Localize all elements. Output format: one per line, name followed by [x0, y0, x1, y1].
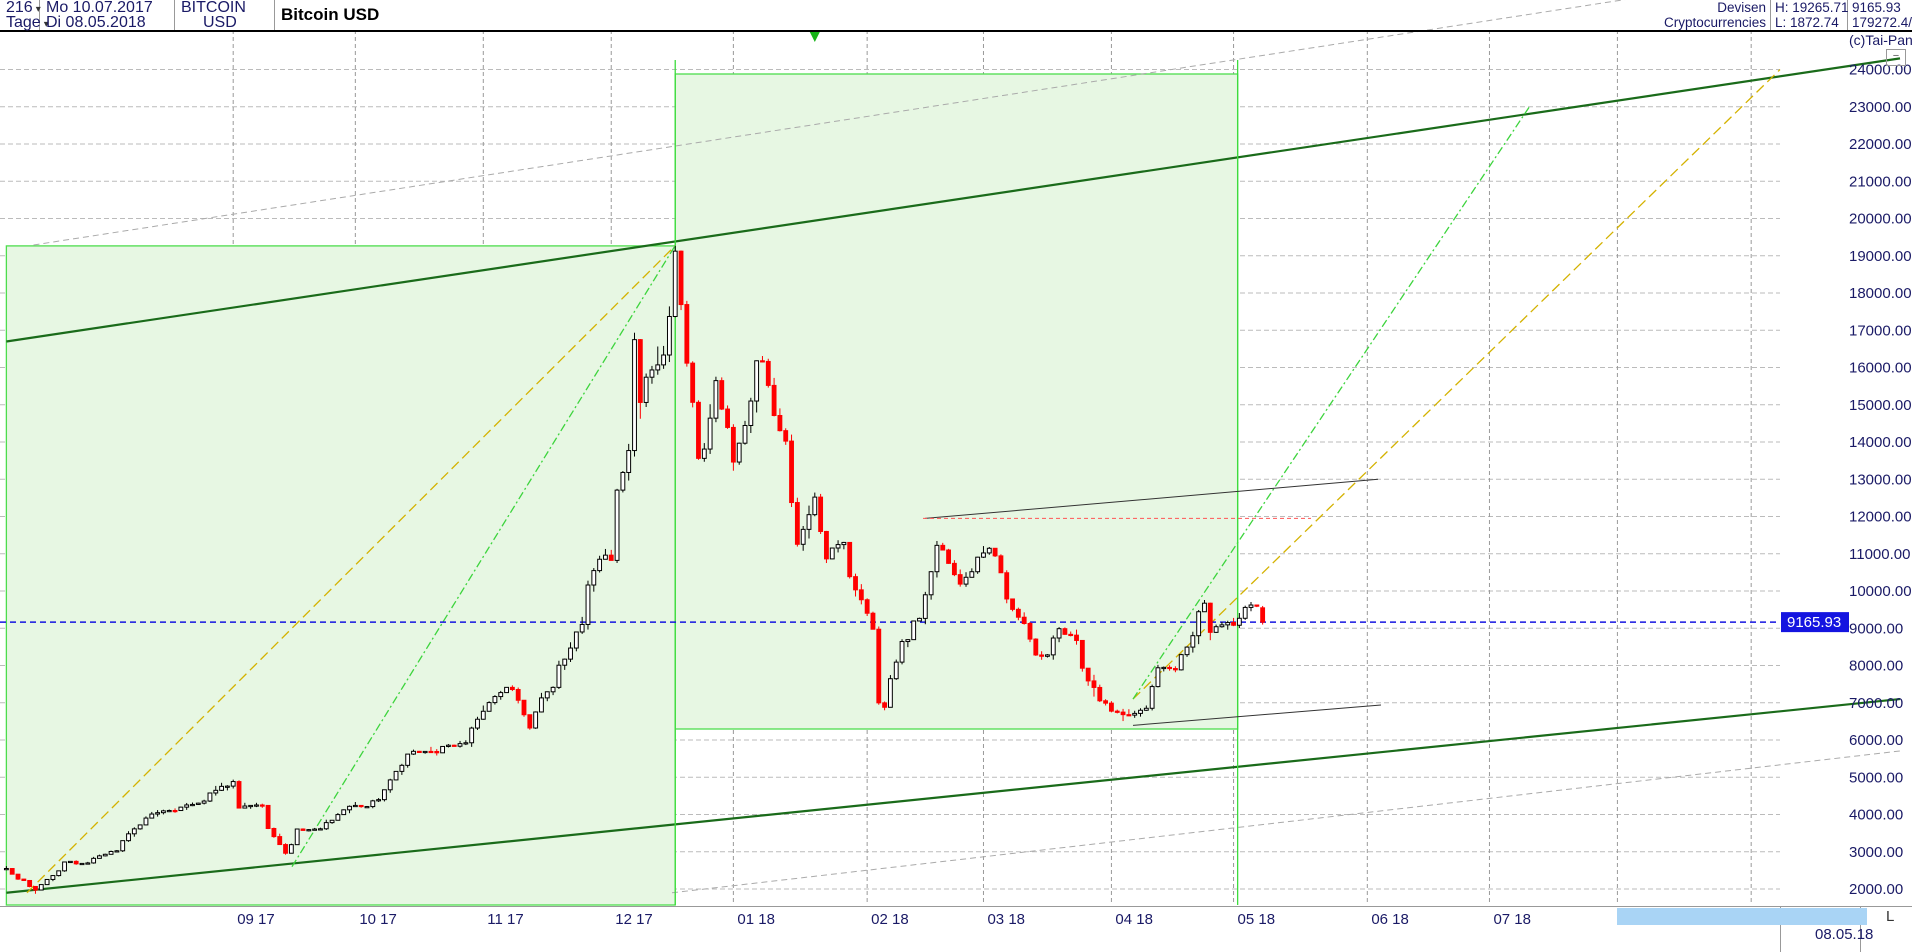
svg-text:23000.00: 23000.00: [1849, 99, 1912, 116]
svg-text:11000.00: 11000.00: [1849, 546, 1910, 563]
svg-text:03 18: 03 18: [987, 911, 1025, 928]
svg-text:22000.00: 22000.00: [1849, 136, 1912, 153]
svg-text:10 17: 10 17: [359, 911, 397, 928]
svg-text:21000.00: 21000.00: [1849, 173, 1912, 190]
svg-text:4000.00: 4000.00: [1849, 807, 1903, 824]
svg-text:2000.00: 2000.00: [1849, 881, 1903, 898]
svg-text:5000.00: 5000.00: [1849, 769, 1903, 786]
svg-text:13000.00: 13000.00: [1849, 471, 1912, 488]
svg-text:3000.00: 3000.00: [1849, 844, 1903, 861]
svg-text:06 18: 06 18: [1371, 911, 1409, 928]
svg-text:9165.93: 9165.93: [1787, 614, 1841, 631]
svg-text:7000.00: 7000.00: [1849, 695, 1903, 712]
svg-text:11 17: 11 17: [487, 911, 523, 928]
svg-text:12000.00: 12000.00: [1849, 509, 1912, 526]
svg-text:14000.00: 14000.00: [1849, 434, 1912, 451]
svg-text:01 18: 01 18: [737, 911, 775, 928]
svg-text:20000.00: 20000.00: [1849, 211, 1912, 228]
svg-text:07 18: 07 18: [1493, 911, 1531, 928]
svg-text:8000.00: 8000.00: [1849, 658, 1903, 675]
svg-text:17000.00: 17000.00: [1849, 322, 1912, 339]
svg-text:09 17: 09 17: [237, 911, 275, 928]
svg-text:04 18: 04 18: [1115, 911, 1153, 928]
svg-text:16000.00: 16000.00: [1849, 360, 1912, 377]
svg-text:15000.00: 15000.00: [1849, 397, 1912, 414]
svg-text:02 18: 02 18: [871, 911, 909, 928]
svg-text:18000.00: 18000.00: [1849, 285, 1912, 302]
svg-text:12 17: 12 17: [615, 911, 653, 928]
svg-text:10000.00: 10000.00: [1849, 583, 1912, 600]
svg-text:19000.00: 19000.00: [1849, 248, 1912, 265]
svg-text:9000.00: 9000.00: [1849, 620, 1903, 637]
svg-text:05 18: 05 18: [1238, 911, 1276, 928]
svg-text:6000.00: 6000.00: [1849, 732, 1903, 749]
